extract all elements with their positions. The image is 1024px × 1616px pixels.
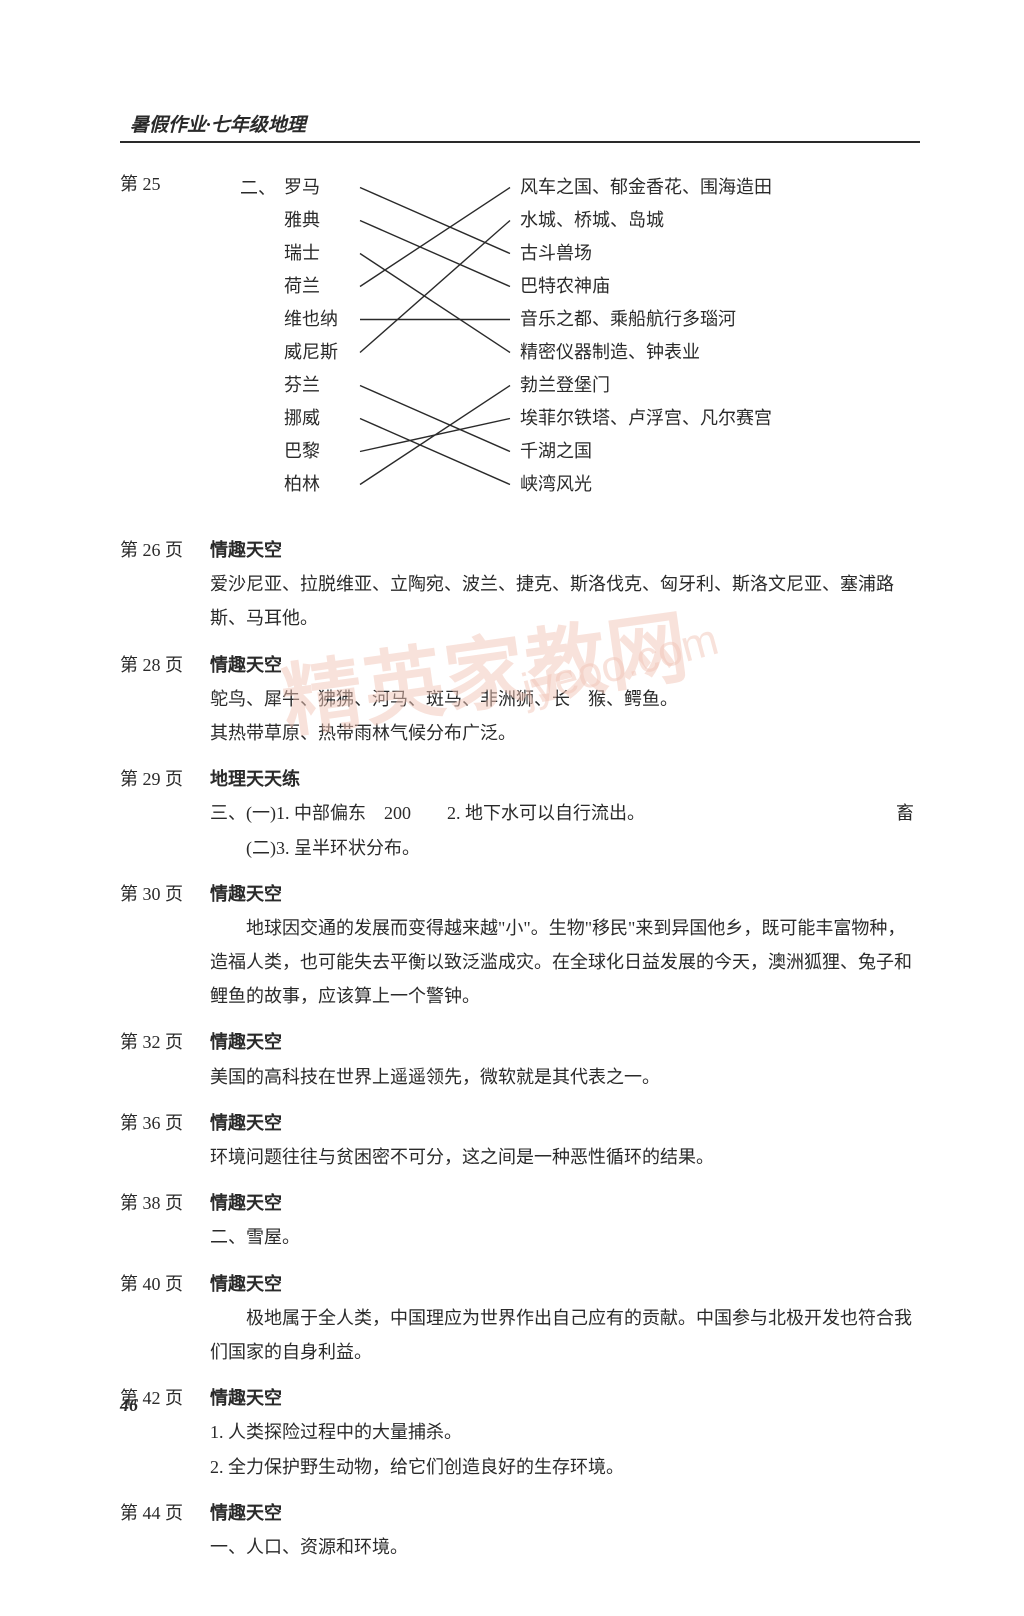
section-title-38: 情趣天空	[210, 1186, 914, 1220]
page-ref-30: 第 30 页	[120, 877, 210, 1014]
page-ref-28: 第 28 页	[120, 648, 210, 751]
section-p42: 第 42 页 情趣天空 1. 人类探险过程中的大量捕杀。 2. 全力保护野生动物…	[120, 1381, 914, 1484]
section-p44: 第 44 页 情趣天空 一、人口、资源和环境。	[120, 1496, 914, 1564]
match-lines-svg	[270, 171, 530, 511]
section-p32: 第 32 页 情趣天空 美国的高科技在世界上遥遥领先，微软就是其代表之一。	[120, 1025, 914, 1093]
match-right-column: 风车之国、郁金香花、围海造田水城、桥城、岛城古斗兽场巴特农神庙音乐之都、乘船航行…	[520, 171, 772, 501]
page-ref-36: 第 36 页	[120, 1106, 210, 1174]
section-title-40: 情趣天空	[210, 1267, 914, 1301]
match-right-item: 巴特农神庙	[520, 270, 772, 303]
page-ref-32: 第 32 页	[120, 1025, 210, 1093]
page-ref-40: 第 40 页	[120, 1267, 210, 1370]
section-p30: 第 30 页 情趣天空 地球因交通的发展而变得越来越"小"。生物"移民"来到异国…	[120, 877, 914, 1014]
match-right-item: 勃兰登堡门	[520, 369, 772, 402]
text-p30: 地球因交通的发展而变得越来越"小"。生物"移民"来到异国他乡，既可能丰富物种，造…	[210, 911, 914, 1014]
section-p26: 第 26 页 情趣天空 爱沙尼亚、拉脱维亚、立陶宛、波兰、捷克、斯洛伐克、匈牙利…	[120, 533, 914, 636]
text-p29-1: 三、(一)1. 中部偏东 200 2. 地下水可以自行流出。 畜	[210, 796, 914, 830]
section-p25: 第 25 二、 罗马雅典瑞士荷兰维也纳威尼斯芬兰挪威巴黎柏林 风车之国、郁金香花…	[120, 167, 914, 521]
section-p29: 第 29 页 地理天天练 三、(一)1. 中部偏东 200 2. 地下水可以自行…	[120, 762, 914, 865]
match-right-item: 千湖之国	[520, 435, 772, 468]
book-title: 暑假作业·七年级地理	[120, 110, 920, 143]
page-ref-44: 第 44 页	[120, 1496, 210, 1564]
text-p40: 极地属于全人类，中国理应为世界作出自己应有的贡献。中国参与北极开发也符合我们国家…	[210, 1301, 914, 1369]
match-right-item: 精密仪器制造、钟表业	[520, 336, 772, 369]
page-ref-29: 第 29 页	[120, 762, 210, 865]
section-title-32: 情趣天空	[210, 1025, 914, 1059]
section-p38: 第 38 页 情趣天空 二、雪屋。	[120, 1186, 914, 1254]
page-ref-38: 第 38 页	[120, 1186, 210, 1254]
match-right-item: 音乐之都、乘船航行多瑙河	[520, 303, 772, 336]
text-p42-2: 2. 全力保护野生动物，给它们创造良好的生存环境。	[210, 1450, 914, 1484]
section-title-26: 情趣天空	[210, 533, 914, 567]
section-title-29: 地理天天练	[210, 762, 914, 796]
text-p42-1: 1. 人类探险过程中的大量捕杀。	[210, 1415, 914, 1449]
match-right-item: 峡湾风光	[520, 468, 772, 501]
section-title-44: 情趣天空	[210, 1496, 914, 1530]
matching-diagram: 二、 罗马雅典瑞士荷兰维也纳威尼斯芬兰挪威巴黎柏林 风车之国、郁金香花、围海造田…	[270, 171, 914, 521]
text-p32: 美国的高科技在世界上遥遥领先，微软就是其代表之一。	[210, 1060, 914, 1094]
section-p36: 第 36 页 情趣天空 环境问题往往与贫困密不可分，这之间是一种恶性循环的结果。	[120, 1106, 914, 1174]
text-p28-2: 其热带草原、热带雨林气候分布广泛。	[210, 716, 914, 750]
match-right-item: 风车之国、郁金香花、围海造田	[520, 171, 772, 204]
section-p40: 第 40 页 情趣天空 极地属于全人类，中国理应为世界作出自己应有的贡献。中国参…	[120, 1267, 914, 1370]
text-p38: 二、雪屋。	[210, 1220, 914, 1254]
text-p44: 一、人口、资源和环境。	[210, 1530, 914, 1564]
page-container: 暑假作业·七年级地理 第 25 二、 罗马雅典瑞士荷兰维也纳威尼斯芬兰挪威巴黎柏…	[0, 0, 1024, 1616]
page-ref-26: 第 26 页	[120, 533, 210, 636]
section-title-42: 情趣天空	[210, 1381, 914, 1415]
text-p28-1: 鸵鸟、犀牛、狒狒、河马、斑马、非洲狮、长 猴、鳄鱼。	[210, 682, 914, 716]
section-p28: 第 28 页 情趣天空 鸵鸟、犀牛、狒狒、河马、斑马、非洲狮、长 猴、鳄鱼。 其…	[120, 648, 914, 751]
text-p29-2: (二)3. 呈半环状分布。	[210, 831, 914, 865]
page-number: 46	[120, 1395, 138, 1416]
section-title-30: 情趣天空	[210, 877, 914, 911]
text-p26: 爱沙尼亚、拉脱维亚、立陶宛、波兰、捷克、斯洛伐克、匈牙利、斯洛文尼亚、塞浦路斯、…	[210, 567, 914, 635]
text-p36: 环境问题往往与贫困密不可分，这之间是一种恶性循环的结果。	[210, 1140, 914, 1174]
section-title-28: 情趣天空	[210, 648, 914, 682]
match-right-item: 水城、桥城、岛城	[520, 204, 772, 237]
match-right-item: 埃菲尔铁塔、卢浮宫、凡尔赛宫	[520, 402, 772, 435]
page-ref-25: 第 25	[120, 167, 210, 521]
match-right-item: 古斗兽场	[520, 237, 772, 270]
section-title-36: 情趣天空	[210, 1106, 914, 1140]
